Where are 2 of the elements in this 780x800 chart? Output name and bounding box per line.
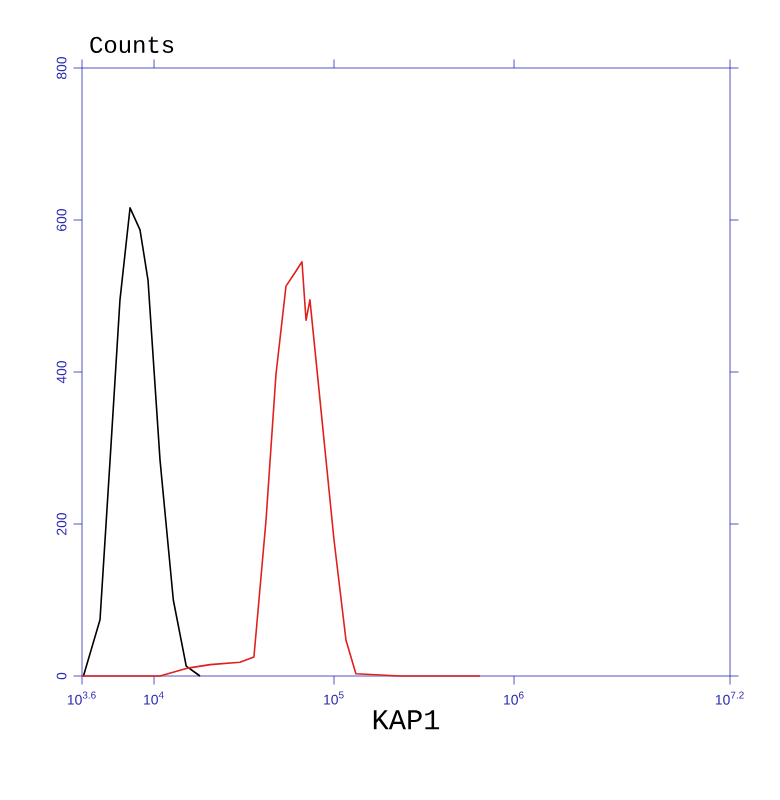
x-axis-title: KAP1 [373, 710, 440, 730]
chart-title: Counts [90, 36, 174, 53]
